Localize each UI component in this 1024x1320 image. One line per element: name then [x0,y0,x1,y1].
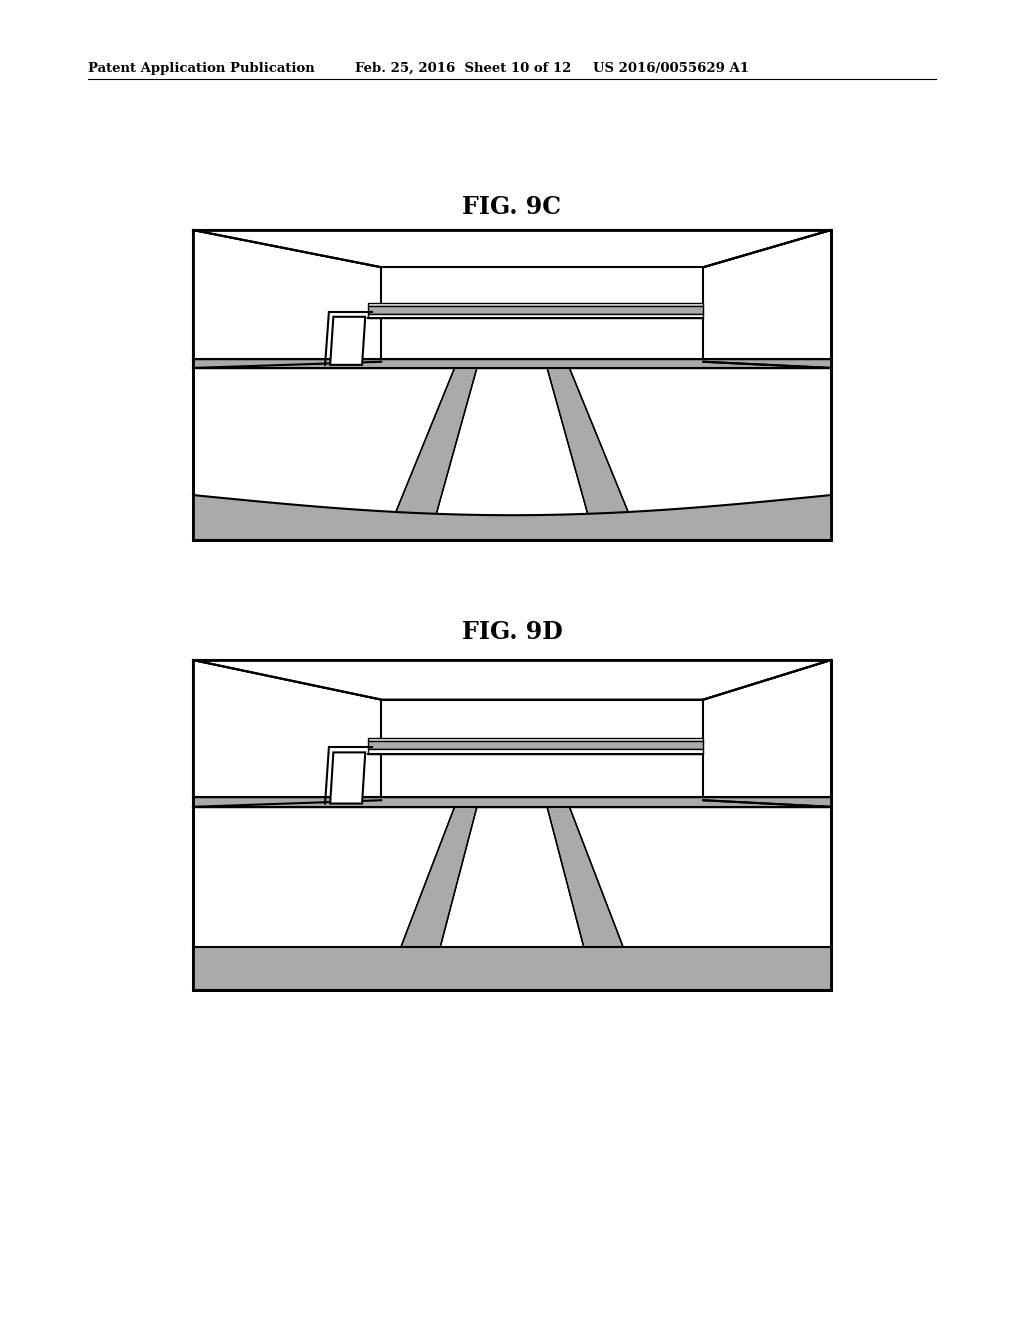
Polygon shape [193,797,831,807]
Polygon shape [547,368,640,540]
Polygon shape [381,267,703,362]
Polygon shape [193,230,381,362]
Text: Patent Application Publication: Patent Application Publication [88,62,314,75]
Polygon shape [369,738,703,741]
Text: US 2016/0055629 A1: US 2016/0055629 A1 [593,62,749,75]
Text: FIG. 9C: FIG. 9C [463,195,561,219]
Polygon shape [193,359,831,368]
Polygon shape [369,741,703,750]
Bar [193,660,831,990]
Polygon shape [384,807,477,990]
Polygon shape [193,660,831,700]
Bar [193,230,831,540]
Polygon shape [547,807,640,990]
Polygon shape [369,302,703,306]
Polygon shape [330,317,366,364]
Polygon shape [193,660,381,800]
Polygon shape [193,495,831,540]
Polygon shape [193,230,831,267]
Polygon shape [384,368,477,540]
Polygon shape [369,314,703,318]
Text: Feb. 25, 2016  Sheet 10 of 12: Feb. 25, 2016 Sheet 10 of 12 [355,62,571,75]
Bar [193,230,831,540]
Text: FIG. 9D: FIG. 9D [462,620,562,644]
Polygon shape [369,750,703,754]
Polygon shape [369,306,703,314]
Bar [193,660,831,990]
Polygon shape [193,948,831,990]
Polygon shape [381,700,703,800]
Polygon shape [330,752,366,804]
